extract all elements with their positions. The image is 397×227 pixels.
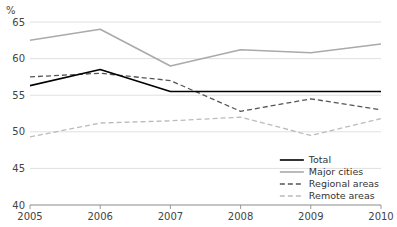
- grid-line: [30, 22, 381, 23]
- x-tick: [381, 205, 382, 209]
- legend-swatch: [280, 159, 304, 161]
- y-tick-label: 55: [12, 90, 25, 101]
- x-tick: [30, 205, 31, 209]
- y-tick-label: 40: [12, 200, 25, 211]
- x-tick-label: 2007: [158, 211, 183, 222]
- x-tick: [100, 205, 101, 209]
- y-tick-label: 65: [12, 17, 25, 28]
- chart-container: 40 45 50 55 60 65 2005 2006 2007 2008 2009 2010% Tot…: [0, 0, 397, 227]
- series-line: [30, 117, 381, 137]
- grid-line: [30, 205, 381, 206]
- x-tick-label: 2009: [298, 211, 323, 222]
- x-tick-label: 2006: [87, 211, 112, 222]
- x-tick-label: 2008: [228, 211, 253, 222]
- legend-label: Total: [308, 154, 331, 165]
- series-line: [30, 29, 381, 66]
- legend: TotalMajor citiesRegional areasRemote ar…: [280, 154, 379, 201]
- series-line: [30, 70, 381, 92]
- legend-swatch: [280, 195, 304, 196]
- legend-swatch: [280, 183, 304, 184]
- chart: 40 45 50 55 60 65 2005 2006 2007 2008 2009 2010% Tot…: [0, 0, 397, 227]
- y-tick-label: 45: [12, 163, 25, 174]
- grid-line: [30, 131, 381, 132]
- x-tick-label: 2005: [17, 211, 42, 222]
- legend-swatch: [280, 171, 304, 173]
- x-tick: [240, 205, 241, 209]
- x-tick-label: 2010: [368, 211, 393, 222]
- legend-label: Regional areas: [309, 178, 379, 189]
- x-tick: [310, 205, 311, 209]
- y-tick-label: 50: [12, 126, 25, 137]
- y-tick-label: 60: [12, 53, 25, 64]
- x-tick: [170, 205, 171, 209]
- x-axis-line: [30, 205, 381, 206]
- legend-label: Major cities: [309, 166, 363, 177]
- lines: [30, 29, 381, 137]
- y-axis-label: %: [6, 5, 16, 16]
- legend-label: Remote areas: [309, 190, 375, 201]
